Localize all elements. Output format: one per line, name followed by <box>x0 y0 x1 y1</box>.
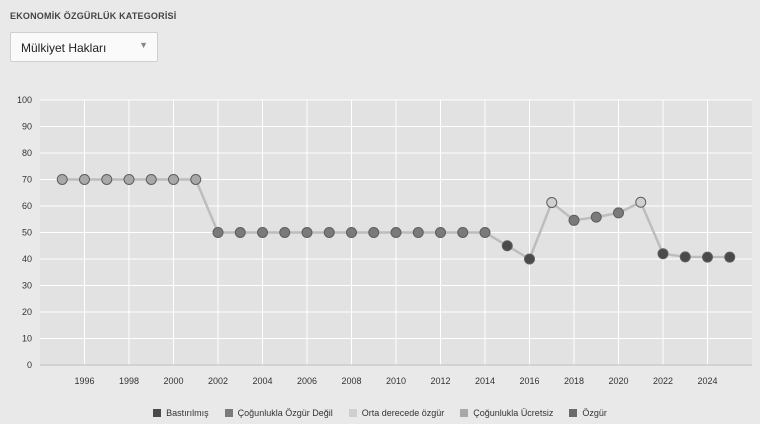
data-point[interactable] <box>457 227 469 238</box>
data-point[interactable] <box>635 196 647 208</box>
y-tick-label: 50 <box>22 228 32 238</box>
y-tick-label: 90 <box>22 122 32 132</box>
x-tick-label: 2024 <box>697 376 717 386</box>
legend-item[interactable]: Özgür <box>569 406 607 420</box>
legend-item[interactable]: Çoğunlukla Özgür Değil <box>224 406 333 420</box>
legend-label: Çoğunlukla Ücretsiz <box>473 408 554 418</box>
x-tick-label: 2000 <box>163 376 183 386</box>
data-point[interactable] <box>368 227 380 238</box>
data-point[interactable] <box>145 174 157 185</box>
y-tick-label: 10 <box>22 334 32 344</box>
data-point[interactable] <box>568 214 580 226</box>
legend-item[interactable]: Orta derecede özgür <box>348 406 445 420</box>
data-point[interactable] <box>168 174 179 185</box>
data-point[interactable] <box>279 227 291 238</box>
dropdown-selected-label: Mülkiyet Hakları <box>21 41 107 55</box>
y-tick-label: 70 <box>22 175 32 185</box>
data-point[interactable] <box>190 174 202 185</box>
y-tick-label: 60 <box>22 201 32 211</box>
data-point[interactable] <box>435 227 446 238</box>
chevron-down-icon: ▼ <box>139 40 148 50</box>
y-tick-label: 100 <box>17 95 32 105</box>
legend-label: Orta derecede özgür <box>361 408 445 418</box>
data-point[interactable] <box>257 227 268 238</box>
legend-label: Özgür <box>582 408 607 418</box>
legend-swatch <box>460 409 469 417</box>
legend-item[interactable]: Çoğunlukla Ücretsiz <box>460 406 553 420</box>
data-point[interactable] <box>56 174 68 185</box>
legend-swatch <box>153 409 162 417</box>
data-point[interactable] <box>390 227 402 238</box>
legend-swatch <box>224 409 233 417</box>
category-title: EKONOMİK ÖZGÜRLÜK KATEGORİSİ <box>10 11 177 21</box>
x-tick-label: 2018 <box>564 376 584 386</box>
x-tick-label: 2004 <box>252 376 272 386</box>
data-point[interactable] <box>501 240 513 252</box>
data-point[interactable] <box>212 227 224 238</box>
data-point[interactable] <box>546 197 558 209</box>
data-point[interactable] <box>702 251 713 263</box>
y-tick-label: 80 <box>22 148 32 158</box>
data-point[interactable] <box>724 251 736 263</box>
x-tick-label: 2014 <box>475 376 495 386</box>
x-tick-label: 2008 <box>341 376 361 386</box>
x-tick-label: 2022 <box>653 376 673 386</box>
x-tick-label: 2016 <box>519 376 539 386</box>
x-tick-label: 2006 <box>297 376 317 386</box>
category-dropdown[interactable]: Mülkiyet Hakları ▼ <box>10 32 158 62</box>
x-tick-label: 2020 <box>608 376 628 386</box>
x-tick-label: 2002 <box>208 376 228 386</box>
y-tick-label: 0 <box>27 360 32 370</box>
data-point[interactable] <box>101 174 113 185</box>
data-point[interactable] <box>590 211 602 223</box>
x-tick-label: 2012 <box>430 376 450 386</box>
data-point[interactable] <box>301 227 313 238</box>
data-point[interactable] <box>657 248 669 260</box>
legend-swatch <box>569 409 578 417</box>
y-tick-label: 20 <box>22 307 32 317</box>
x-tick-label: 1996 <box>74 376 94 386</box>
data-point[interactable] <box>479 227 491 238</box>
data-point[interactable] <box>79 174 90 185</box>
x-tick-label: 2010 <box>386 376 406 386</box>
legend-label: Bastırılmış <box>166 408 209 418</box>
y-tick-label: 40 <box>22 254 32 264</box>
data-point[interactable] <box>123 174 135 185</box>
y-tick-label: 30 <box>22 281 32 291</box>
x-tick-label: 1998 <box>119 376 139 386</box>
legend-label: Çoğunlukla Özgür Değil <box>237 408 333 418</box>
chart-legend: Bastırılmış Çoğunlukla Özgür Değil Orta de… <box>0 406 760 420</box>
legend-swatch <box>348 409 357 417</box>
data-point[interactable] <box>346 227 357 238</box>
legend-item[interactable]: Bastırılmış <box>153 406 209 420</box>
data-point[interactable] <box>679 251 691 263</box>
data-point[interactable] <box>524 253 535 265</box>
data-point[interactable] <box>234 227 246 238</box>
data-point[interactable] <box>412 227 424 238</box>
data-point[interactable] <box>613 207 624 219</box>
data-point[interactable] <box>323 227 335 238</box>
